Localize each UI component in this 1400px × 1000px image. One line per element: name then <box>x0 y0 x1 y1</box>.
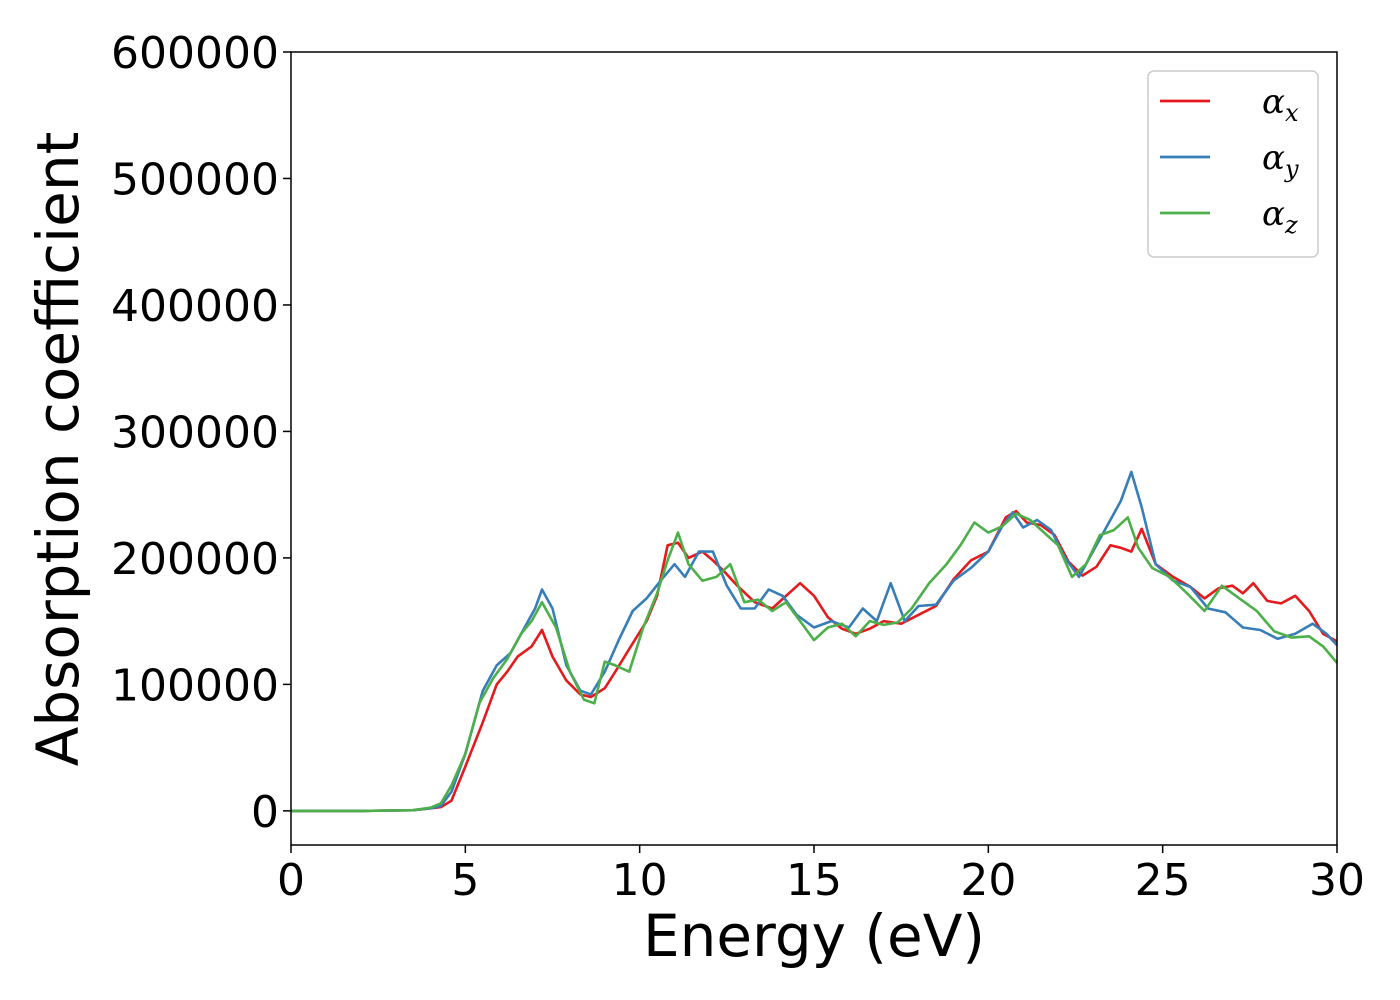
y-tick-label: 100000 <box>111 660 279 711</box>
series-layer <box>291 470 1338 813</box>
x-tick-label: 5 <box>451 855 479 906</box>
x-tick-label: 15 <box>786 855 842 906</box>
y-axis: 0 100000 200000 300000 400000 500000 600000 <box>111 28 291 838</box>
x-axis: 0 5 10 15 20 25 30 <box>277 845 1365 906</box>
series-line-z <box>291 512 1338 813</box>
x-axis-title: Energy (eV) <box>643 902 985 970</box>
x-tick-label: 10 <box>612 855 668 906</box>
y-tick-label: 600000 <box>111 28 279 79</box>
x-tick-label: 20 <box>960 855 1016 906</box>
y-tick-label: 200000 <box>111 534 279 585</box>
legend-label: αz <box>1262 194 1298 239</box>
series-line-x <box>291 509 1338 813</box>
x-tick-label: 30 <box>1309 855 1365 906</box>
legend-item-y: αy <box>1160 138 1299 183</box>
x-tick-label: 0 <box>277 855 305 906</box>
legend-item-z: αz <box>1160 194 1298 239</box>
y-tick-label: 0 <box>251 787 279 838</box>
legend-box <box>1147 70 1319 258</box>
y-tick-label: 400000 <box>111 281 279 332</box>
y-axis-title: Absorption coefficient <box>24 132 92 767</box>
legend-label: αy <box>1262 138 1299 183</box>
y-tick-label: 300000 <box>111 407 279 458</box>
x-tick-label: 25 <box>1135 855 1191 906</box>
y-tick-label: 500000 <box>111 154 279 205</box>
legend-item-x: αx <box>1160 82 1299 127</box>
legend: αx αy αz <box>1147 70 1319 258</box>
legend-label: αx <box>1262 82 1299 127</box>
